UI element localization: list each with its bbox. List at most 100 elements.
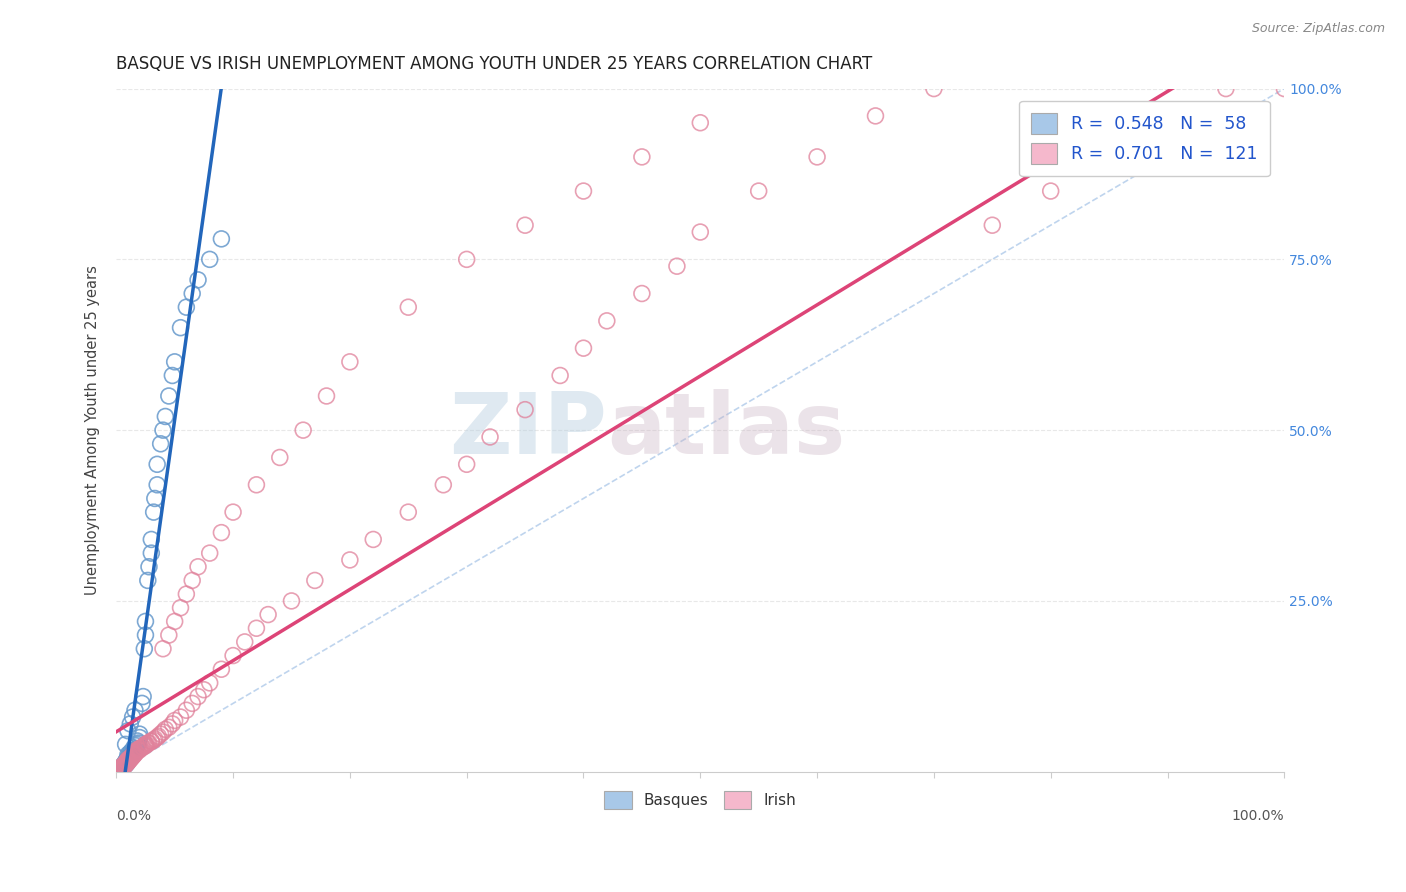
Point: [122, 747, 145, 761]
Point: [135, 738, 157, 752]
Point: [152, 423, 174, 437]
Point: [128, 741, 150, 756]
Point: [114, 756, 136, 771]
Point: [115, 756, 138, 771]
Point: [292, 423, 315, 437]
Point: [124, 703, 146, 717]
Point: [125, 739, 148, 753]
Text: atlas: atlas: [607, 389, 845, 472]
Point: [124, 746, 146, 760]
Point: [198, 676, 221, 690]
Point: [143, 491, 166, 506]
Point: [631, 150, 654, 164]
Point: [155, 723, 177, 737]
Point: [120, 717, 142, 731]
Point: [132, 690, 155, 704]
Point: [117, 752, 139, 766]
Point: [396, 505, 419, 519]
Point: [689, 116, 711, 130]
Point: [127, 743, 149, 757]
Text: Source: ZipAtlas.com: Source: ZipAtlas.com: [1251, 22, 1385, 36]
Point: [127, 738, 149, 752]
Point: [131, 697, 153, 711]
Point: [112, 759, 135, 773]
Point: [548, 368, 571, 383]
Point: [176, 300, 198, 314]
Point: [122, 740, 145, 755]
Point: [152, 641, 174, 656]
Point: [181, 286, 204, 301]
Point: [117, 754, 139, 768]
Point: [120, 751, 142, 765]
Point: [922, 81, 945, 95]
Point: [115, 756, 138, 771]
Text: ZIP: ZIP: [449, 389, 607, 472]
Point: [118, 752, 141, 766]
Point: [176, 703, 198, 717]
Point: [120, 751, 142, 765]
Point: [115, 755, 138, 769]
Point: [118, 752, 141, 766]
Point: [432, 477, 454, 491]
Point: [146, 731, 169, 745]
Point: [117, 755, 139, 769]
Point: [114, 757, 136, 772]
Point: [131, 740, 153, 755]
Point: [129, 741, 152, 756]
Point: [120, 752, 142, 766]
Point: [132, 740, 155, 755]
Point: [114, 756, 136, 771]
Point: [120, 751, 142, 765]
Point: [115, 755, 138, 769]
Point: [304, 574, 326, 588]
Point: [280, 594, 302, 608]
Point: [806, 150, 828, 164]
Point: [141, 533, 163, 547]
Point: [209, 662, 232, 676]
Y-axis label: Unemployment Among Youth under 25 years: Unemployment Among Youth under 25 years: [86, 265, 100, 595]
Point: [115, 752, 138, 766]
Point: [479, 430, 502, 444]
Point: [121, 746, 143, 760]
Point: [257, 607, 280, 622]
Point: [157, 628, 180, 642]
Point: [114, 757, 136, 772]
Point: [233, 635, 256, 649]
Point: [110, 761, 132, 775]
Point: [141, 734, 163, 748]
Point: [142, 505, 165, 519]
Point: [127, 734, 149, 748]
Point: [136, 736, 159, 750]
Point: [396, 300, 419, 314]
Point: [111, 759, 134, 773]
Point: [981, 218, 1004, 232]
Point: [114, 757, 136, 772]
Point: [865, 109, 887, 123]
Point: [120, 749, 142, 764]
Point: [134, 738, 156, 752]
Point: [117, 751, 139, 765]
Point: [572, 341, 595, 355]
Point: [117, 723, 139, 738]
Point: [112, 760, 135, 774]
Point: [513, 218, 536, 232]
Point: [361, 533, 384, 547]
Point: [572, 184, 595, 198]
Point: [143, 731, 166, 746]
Point: [1156, 109, 1178, 123]
Point: [127, 744, 149, 758]
Point: [146, 477, 169, 491]
Point: [114, 757, 136, 772]
Point: [121, 749, 143, 764]
Point: [187, 559, 209, 574]
Point: [169, 600, 191, 615]
Point: [198, 546, 221, 560]
Legend: Basques, Irish: Basques, Irish: [598, 784, 803, 815]
Point: [748, 184, 770, 198]
Point: [111, 760, 134, 774]
Point: [163, 615, 186, 629]
Point: [128, 731, 150, 745]
Point: [665, 259, 688, 273]
Point: [141, 734, 163, 748]
Point: [114, 755, 136, 769]
